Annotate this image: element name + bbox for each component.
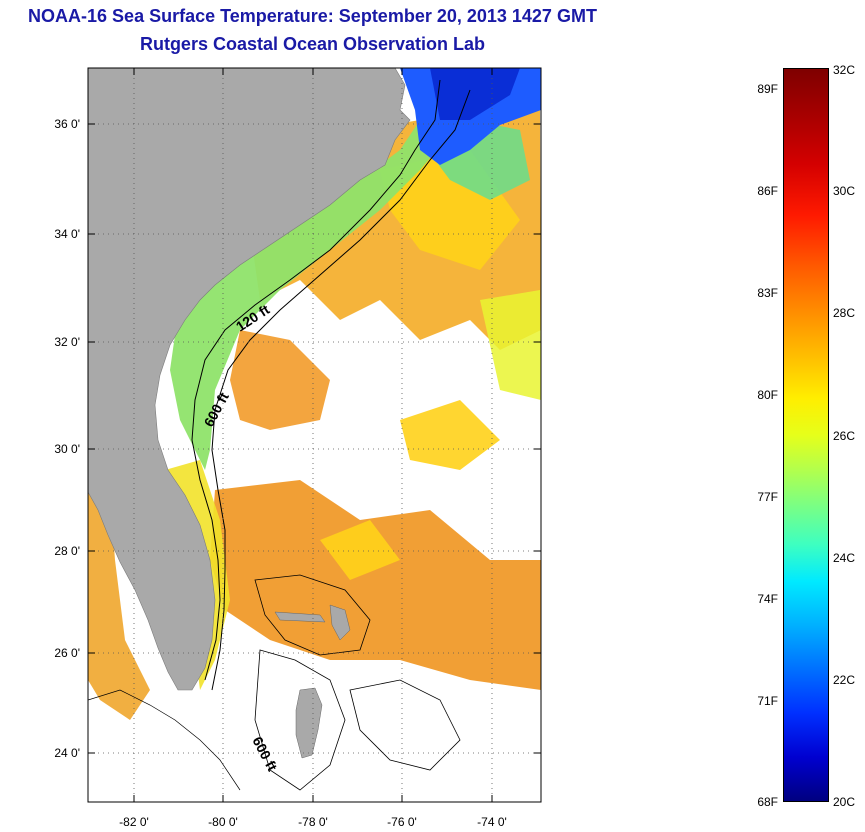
lat-label: 30 0' xyxy=(54,442,80,456)
colorbar-f-label: 74F xyxy=(757,592,778,606)
colorbar-f-label: 89F xyxy=(757,82,778,96)
colorbar-f-label: 68F xyxy=(757,795,778,809)
lon-label: -76 0' xyxy=(387,815,417,829)
colorbar-c-label: 20C xyxy=(833,795,856,809)
axis-ticks xyxy=(88,68,541,802)
contour-bahamas xyxy=(254,574,461,791)
colorbar-f-label: 86F xyxy=(757,184,778,198)
lat-label: 28 0' xyxy=(54,544,80,558)
gulf-coast-water xyxy=(88,490,150,720)
grand-bahama-island xyxy=(274,611,326,623)
warm-sst-region-bahamas xyxy=(210,480,541,690)
warm-sst-region-south xyxy=(230,330,330,430)
lat-label: 34 0' xyxy=(54,227,80,241)
cold-sst-core xyxy=(430,68,520,120)
lon-label: -82 0' xyxy=(119,815,149,829)
contour-gulf xyxy=(88,689,241,791)
land-mass xyxy=(88,68,411,691)
colorbar-c-label: 26C xyxy=(833,429,856,443)
colorbar-f-label: 77F xyxy=(757,490,778,504)
colorbar-f-label: 71F xyxy=(757,694,778,708)
lat-label: 26 0' xyxy=(54,646,80,660)
map-content: 120 ft 600 ft 600 ft xyxy=(88,68,541,802)
contour-120ft xyxy=(191,79,441,681)
colorbar-c-label: 24C xyxy=(833,551,856,565)
lon-label: -80 0' xyxy=(208,815,238,829)
colorbar xyxy=(783,68,829,802)
lon-label: -78 0' xyxy=(298,815,328,829)
colorbar-c-label: 22C xyxy=(833,673,856,687)
colorbar-f-label: 83F xyxy=(757,286,778,300)
colorbar-f-label: 80F xyxy=(757,388,778,402)
colorbar-c-label: 32C xyxy=(833,63,856,77)
colorbar-c-label: 28C xyxy=(833,306,856,320)
lat-label: 32 0' xyxy=(54,335,80,349)
florida-coastal-water xyxy=(165,460,230,690)
lat-label: 36 0' xyxy=(54,117,80,131)
abaco-island xyxy=(329,604,351,641)
lon-label: -74 0' xyxy=(477,815,507,829)
map-frame xyxy=(87,67,542,803)
andros-island xyxy=(295,687,323,759)
grid-lines xyxy=(88,68,541,802)
yellow-sst-patches xyxy=(320,150,520,580)
map-title: NOAA-16 Sea Surface Temperature: Septemb… xyxy=(28,6,597,26)
lat-label: 24 0' xyxy=(54,746,80,760)
map-subtitle: Rutgers Coastal Ocean Observation Lab xyxy=(139,34,486,54)
contour-600ft xyxy=(211,89,471,691)
colorbar-c-label: 30C xyxy=(833,184,856,198)
shelf-water xyxy=(170,110,450,470)
yellow-green-patch xyxy=(480,290,541,400)
